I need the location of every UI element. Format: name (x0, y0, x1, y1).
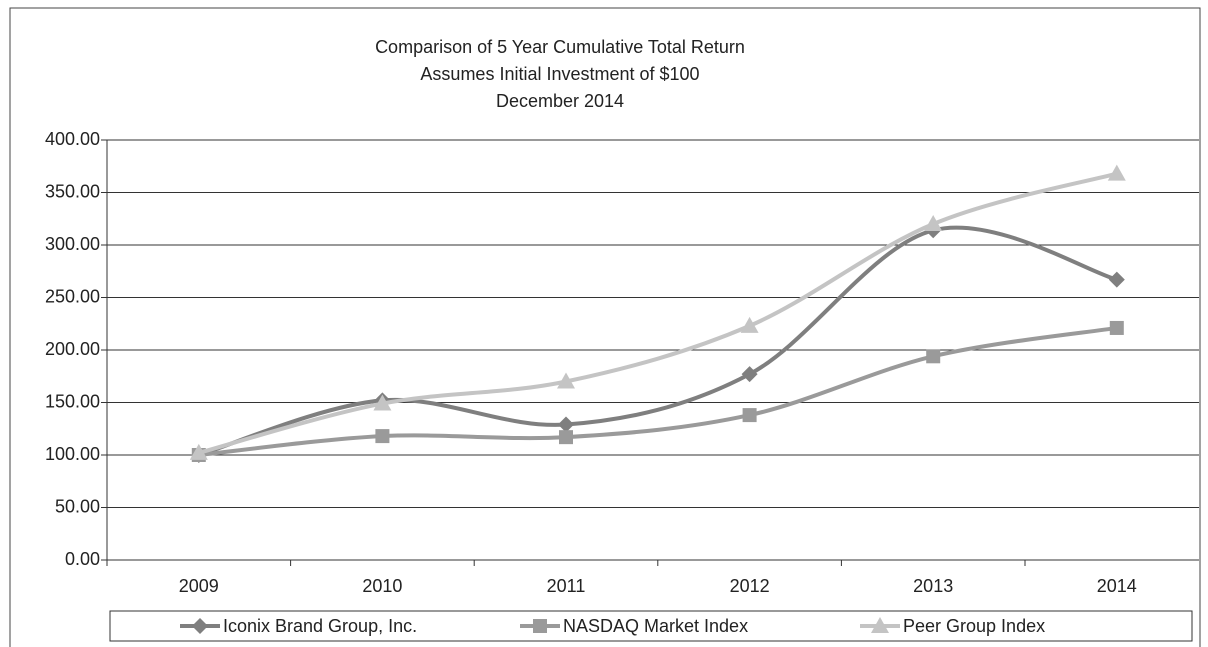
legend-marker (533, 619, 547, 633)
x-tick-label: 2014 (1097, 576, 1137, 596)
x-tick-label: 2012 (730, 576, 770, 596)
series-line (198, 225, 1118, 457)
data-point (741, 366, 758, 383)
y-tick-label: 200.00 (45, 339, 100, 359)
data-point (559, 430, 573, 445)
legend-label: NASDAQ Market Index (563, 616, 748, 636)
chart-title: Comparison of 5 Year Cumulative Total Re… (375, 37, 745, 57)
y-tick-label: 50.00 (55, 496, 100, 516)
data-point (1109, 320, 1124, 335)
x-tick-label: 2011 (547, 576, 586, 596)
data-point (740, 316, 759, 333)
frame (9, 7, 1201, 647)
data-point (1108, 271, 1125, 288)
data-point (189, 443, 208, 460)
legend-label: Iconix Brand Group, Inc. (223, 616, 417, 636)
data-point (557, 372, 575, 389)
legend (109, 610, 1193, 642)
y-tick-label: 300.00 (45, 234, 100, 254)
x-tick-label: 2009 (179, 576, 219, 596)
data-point (375, 429, 390, 444)
chart-subtitle: December 2014 (496, 91, 624, 111)
data-point (924, 215, 943, 231)
chart-subtitle: Assumes Initial Investment of $100 (420, 64, 699, 84)
data-point (558, 416, 574, 433)
y-tick-label: 100.00 (45, 444, 100, 464)
data-point (373, 394, 392, 411)
data-point (1107, 164, 1126, 181)
legend-marker (871, 617, 889, 633)
series-line (198, 171, 1118, 455)
data-point (742, 408, 757, 423)
x-tick-label: 2013 (913, 576, 953, 596)
y-tick-label: 350.00 (45, 181, 100, 201)
y-tick-label: 0.00 (65, 549, 100, 569)
y-tick-label: 400.00 (45, 129, 100, 149)
y-tick-label: 150.00 (45, 391, 100, 411)
x-tick-label: 2010 (362, 576, 402, 596)
series-line (198, 325, 1118, 457)
legend-label: Peer Group Index (903, 616, 1045, 636)
y-tick-label: 250.00 (45, 286, 100, 306)
legend-marker (192, 618, 208, 634)
data-point (926, 349, 941, 364)
